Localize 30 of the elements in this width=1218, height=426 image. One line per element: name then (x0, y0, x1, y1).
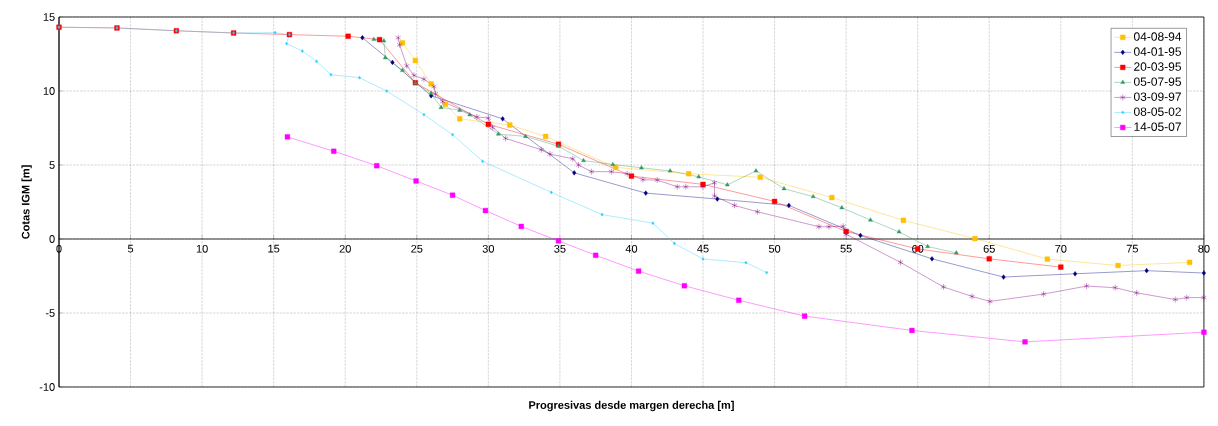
x-tick-label: 50 (768, 244, 781, 253)
legend-label: 03-09-97 (1133, 92, 1181, 101)
x-tick-label: 30 (482, 244, 495, 253)
y-tick-label: 5 (49, 161, 55, 169)
legend-label: 04-08-94 (1133, 32, 1182, 41)
y-tick-label: -10 (39, 383, 55, 391)
legend-label: 20-03-95 (1134, 62, 1182, 71)
x-axis-title: Progresivas desde margen derecha [m] (529, 400, 734, 412)
legend-label: 04-01-95 (1133, 47, 1182, 56)
x-tick-label: 80 (1198, 244, 1210, 253)
y-tick-label: -5 (45, 309, 55, 317)
legend-label: 05-07-95 (1133, 77, 1182, 86)
x-tick-label: 75 (1126, 244, 1138, 253)
legend-label: 14-05-07 (1134, 122, 1181, 131)
x-tick-label: 10 (196, 244, 208, 253)
x-tick-label: 40 (625, 244, 638, 253)
x-tick-label: 25 (411, 244, 423, 253)
x-tick-label: 15 (268, 244, 280, 253)
legend-label: 08-05-02 (1133, 107, 1181, 116)
x-tick-label: 35 (554, 244, 566, 253)
x-tick-label: 55 (840, 244, 852, 253)
y-tick-label: 10 (43, 87, 55, 95)
y-tick-label: 0 (49, 235, 55, 243)
x-tick-label: 45 (697, 244, 709, 253)
x-tick-label: 70 (1055, 244, 1067, 253)
x-tick-label: 5 (127, 244, 134, 253)
y-axis-title: Cotas IGM [m] (21, 165, 32, 239)
y-tick-label: 15 (43, 13, 55, 21)
x-tick-label: 20 (339, 244, 351, 253)
x-tick-label: 65 (983, 244, 995, 253)
